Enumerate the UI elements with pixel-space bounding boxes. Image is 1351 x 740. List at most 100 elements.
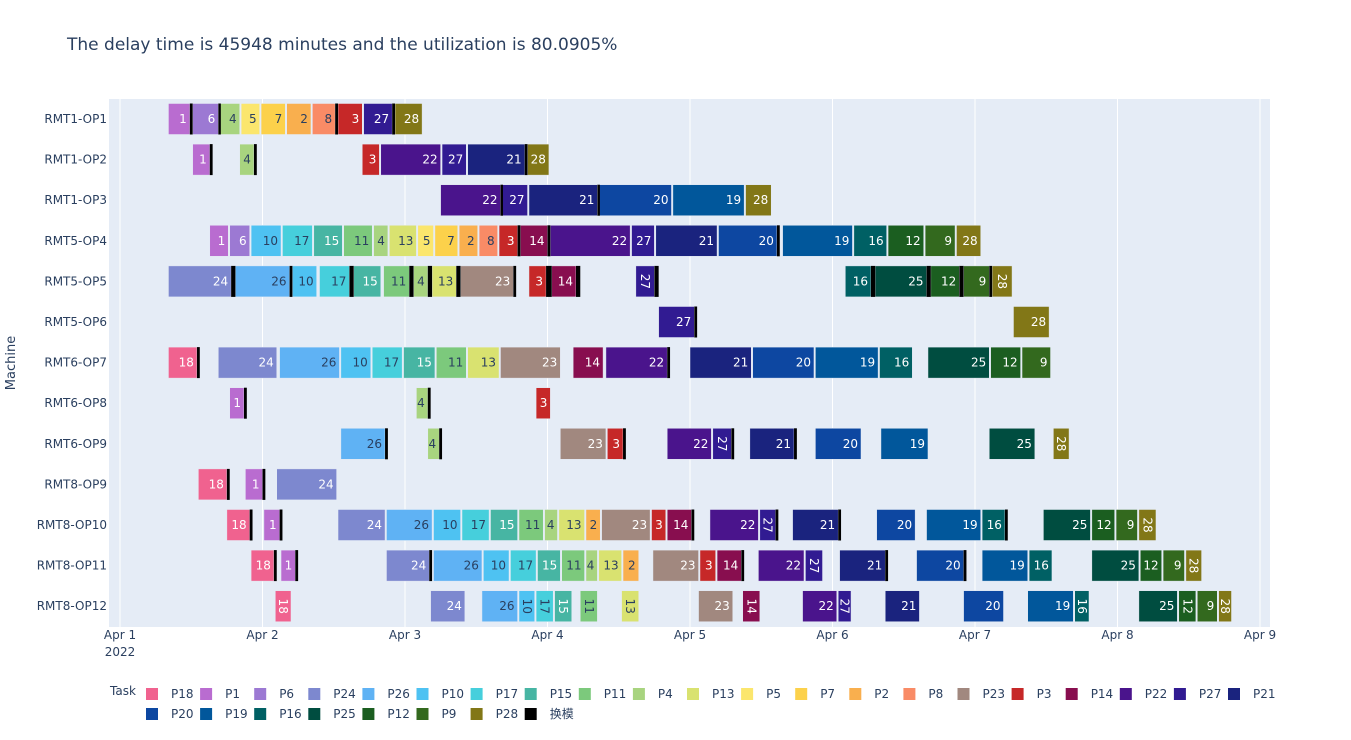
legend-item[interactable]: P13: [712, 687, 735, 701]
legend-item[interactable]: P18: [171, 687, 194, 701]
legend-item[interactable]: P7: [820, 687, 835, 701]
task-bar[interactable]: [558, 509, 585, 541]
legend-item[interactable]: P21: [1253, 687, 1276, 701]
task-bar[interactable]: [337, 103, 363, 135]
legend-item[interactable]: P2: [874, 687, 889, 701]
task-bar[interactable]: [218, 346, 277, 379]
legend-item[interactable]: P12: [387, 707, 410, 721]
changeover-bar[interactable]: [385, 428, 388, 460]
task-bar[interactable]: [887, 225, 924, 257]
task-bar[interactable]: [837, 590, 852, 622]
task-bar[interactable]: [805, 549, 823, 582]
task-bar[interactable]: [745, 184, 772, 216]
task-bar[interactable]: [758, 549, 805, 582]
legend-item[interactable]: P19: [225, 707, 248, 721]
task-bar[interactable]: [275, 590, 292, 622]
changeover-bar[interactable]: [273, 550, 277, 582]
task-bar[interactable]: [585, 549, 598, 582]
task-bar[interactable]: [537, 549, 561, 582]
legend-swatch[interactable]: [470, 688, 483, 700]
legend-swatch[interactable]: [687, 688, 699, 700]
task-bar[interactable]: [168, 346, 198, 379]
legend-swatch[interactable]: [200, 708, 213, 720]
changeover-bar[interactable]: [694, 306, 698, 338]
task-bar[interactable]: [585, 509, 601, 541]
changeover-bar[interactable]: [547, 225, 551, 257]
legend-swatch[interactable]: [1065, 688, 1078, 700]
changeover-bar[interactable]: [218, 103, 221, 135]
changeover-bar[interactable]: [926, 265, 931, 297]
task-bar[interactable]: [572, 346, 604, 379]
task-bar[interactable]: [658, 306, 695, 338]
task-bar[interactable]: [1178, 590, 1197, 622]
task-bar[interactable]: [981, 549, 1028, 582]
changeover-bar[interactable]: [249, 509, 253, 541]
task-bar[interactable]: [689, 346, 752, 379]
legend-item[interactable]: P28: [496, 707, 519, 721]
changeover-bar[interactable]: [517, 225, 521, 257]
task-bar[interactable]: [276, 468, 337, 501]
task-bar[interactable]: [580, 590, 598, 622]
task-bar[interactable]: [924, 225, 956, 257]
task-bar[interactable]: [926, 509, 981, 541]
task-bar[interactable]: [551, 265, 577, 298]
task-bar[interactable]: [621, 590, 639, 622]
task-bar[interactable]: [1140, 549, 1162, 582]
legend-item[interactable]: P1: [225, 687, 240, 701]
legend-item[interactable]: P11: [604, 687, 627, 701]
task-bar[interactable]: [433, 509, 461, 541]
task-bar[interactable]: [652, 549, 699, 582]
task-bar[interactable]: [240, 103, 260, 135]
task-bar[interactable]: [501, 184, 528, 216]
task-bar[interactable]: [916, 549, 964, 582]
task-bar[interactable]: [749, 428, 795, 460]
changeover-bar[interactable]: [654, 265, 659, 297]
task-bar[interactable]: [622, 549, 639, 582]
task-bar[interactable]: [839, 549, 886, 582]
task-bar[interactable]: [1027, 590, 1074, 622]
task-bar[interactable]: [319, 265, 350, 298]
legend-swatch[interactable]: [1011, 688, 1024, 700]
legend-item[interactable]: P27: [1199, 687, 1222, 701]
task-bar[interactable]: [853, 225, 887, 257]
task-bar[interactable]: [430, 590, 466, 622]
task-bar[interactable]: [478, 225, 498, 257]
task-bar[interactable]: [718, 225, 778, 257]
changeover-bar[interactable]: [209, 144, 213, 176]
legend-item[interactable]: P22: [1145, 687, 1168, 701]
changeover-bar[interactable]: [731, 428, 735, 460]
changeover-bar[interactable]: [959, 265, 964, 297]
task-bar[interactable]: [518, 509, 544, 541]
task-bar[interactable]: [1197, 590, 1218, 622]
legend-swatch[interactable]: [849, 688, 862, 700]
changeover-bar[interactable]: [231, 265, 236, 297]
task-bar[interactable]: [1043, 509, 1091, 541]
task-bar[interactable]: [380, 143, 441, 176]
legend-item[interactable]: P8: [928, 687, 943, 701]
legend[interactable]: Task P18 P1 P6 P24 P26 P10 P17 P15 P11 P4 P13 P5 P7 P…: [109, 684, 1276, 721]
task-bar[interactable]: [930, 265, 960, 298]
task-bar[interactable]: [1028, 549, 1053, 582]
changeover-bar[interactable]: [295, 550, 299, 582]
task-bar[interactable]: [389, 225, 417, 257]
task-bar[interactable]: [554, 590, 572, 622]
legend-swatch[interactable]: [524, 708, 537, 720]
legend-swatch[interactable]: [1228, 688, 1240, 700]
task-bar[interactable]: [963, 590, 1004, 622]
task-bar[interactable]: [535, 590, 554, 622]
task-bar[interactable]: [990, 346, 1021, 379]
task-bar[interactable]: [672, 184, 745, 216]
legend-swatch[interactable]: [470, 708, 483, 720]
task-bar[interactable]: [1091, 509, 1115, 541]
changeover-bar[interactable]: [226, 468, 230, 500]
task-bar[interactable]: [467, 143, 525, 176]
legend-item[interactable]: P3: [1037, 687, 1052, 701]
legend-item[interactable]: P17: [496, 687, 519, 701]
changeover-bar[interactable]: [776, 225, 780, 257]
legend-swatch[interactable]: [524, 688, 537, 700]
task-bar[interactable]: [1138, 509, 1157, 541]
changeover-bar[interactable]: [667, 347, 671, 379]
changeover-bar[interactable]: [349, 265, 354, 297]
legend-item[interactable]: P25: [333, 707, 356, 721]
task-bar[interactable]: [716, 549, 742, 582]
